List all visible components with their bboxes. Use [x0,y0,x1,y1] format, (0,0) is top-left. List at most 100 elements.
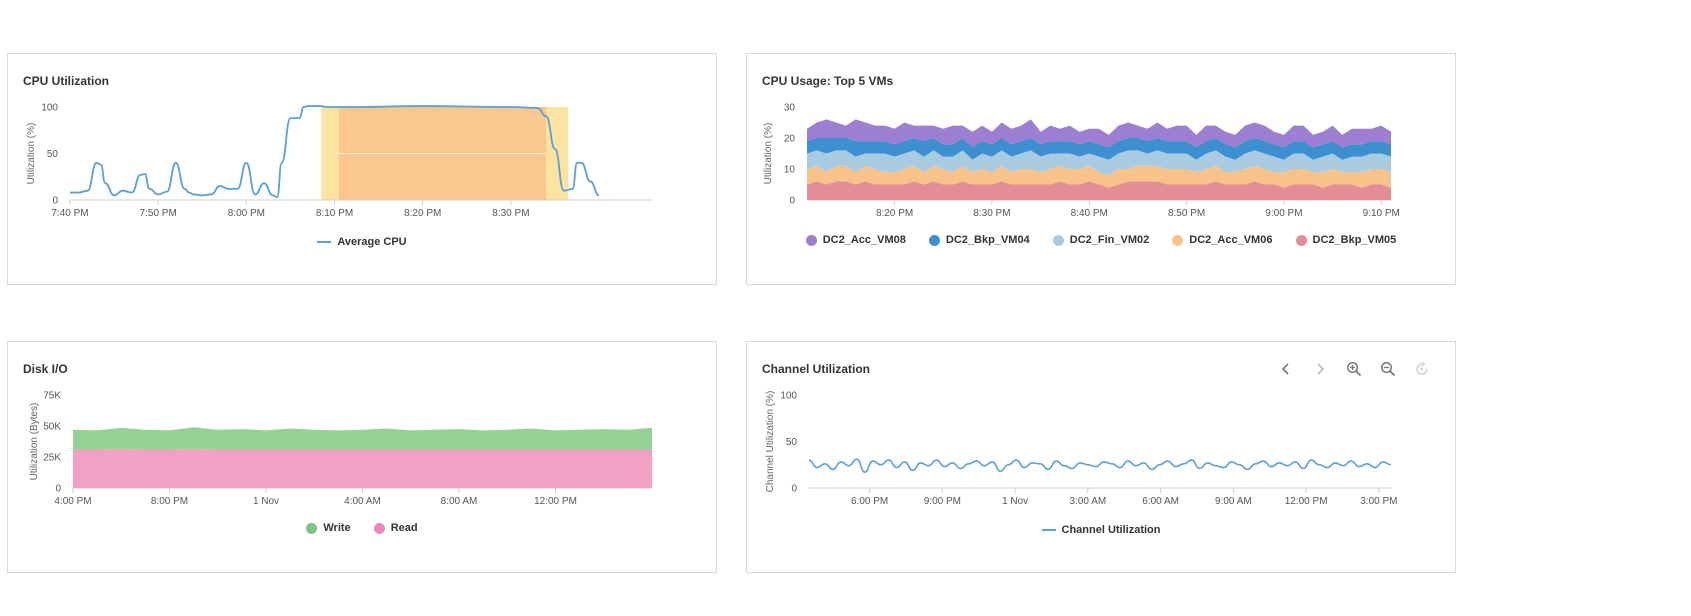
series-dc2-fin-vm02-area [807,150,1391,176]
x-tick-label: 4:00 PM [54,496,91,507]
x-tick-label: 4:00 AM [344,496,381,507]
legend-dc2-bkp-vm04-label: DC2_Bkp_VM04 [945,234,1030,246]
y-tick-label: 75K [43,391,61,402]
y-tick-label: 50 [47,149,59,160]
channel-utilization-card: Channel Utilization 0 50 100 6:00 PM 9:00 PM… [746,341,1456,573]
top5-vms-card: CPU Usage: Top 5 VMs 0 10 20 30 8:20 PM 8:30 … [746,53,1456,285]
x-tick-label: 12:00 PM [534,496,577,507]
legend-average-cpu[interactable]: Average CPU [317,236,407,248]
x-tick-label: 9:00 PM [924,496,961,507]
legend-dot-icon [373,522,385,534]
legend-dc2-bkp-vm05[interactable]: DC2_Bkp_VM05 [1295,234,1397,246]
legend-average-cpu-label: Average CPU [337,236,407,248]
legend-write-label: Write [323,522,351,534]
x-tick-label: 8:30 PM [492,208,529,219]
legend-dc2-acc-vm08-label: DC2_Acc_VM08 [822,234,906,246]
y-tick-label: 100 [41,103,58,114]
series-dc2-bkp-vm04-area [807,138,1391,160]
series-average-cpu-line [69,105,600,199]
legend-dot-icon [1295,234,1307,246]
top5-legend: DC2_Acc_VM08 DC2_Bkp_VM04 DC2_Fin_VM02 D… [747,234,1455,249]
x-tick-label: 8:00 PM [151,496,188,507]
y-tick-label: 0 [791,484,797,495]
x-tick-label: 1 Nov [253,496,279,507]
y-tick-label: 0 [55,484,61,495]
y-tick-label: 20 [784,134,796,145]
y-tick-label: 0 [52,196,58,207]
disk-io-title: Disk I/O [23,362,68,376]
legend-dot-icon [1172,234,1184,246]
x-tick-label: 3:00 PM [1360,496,1397,507]
cpu-legend: Average CPU [8,234,716,248]
x-tick-label: 6:00 PM [851,496,888,507]
cpu-utilization-title: CPU Utilization [23,74,109,88]
series-channel-utilization-line [808,458,1392,473]
chart-toolbar [1275,358,1433,380]
x-tick-label: 9:00 PM [1265,208,1302,219]
legend-channel-utilization-label: Channel Utilization [1061,524,1161,536]
top5-vms-title: CPU Usage: Top 5 VMs [762,74,894,88]
disk-legend: Write Read [8,522,716,537]
y-tick-label: 50K [43,422,61,433]
legend-dot-icon [1052,234,1064,246]
legend-read[interactable]: Read [373,522,418,534]
zoom-in-icon[interactable] [1343,358,1365,380]
channel-legend: Channel Utilization [747,522,1455,536]
series-dc2-bkp-vm05-area [807,181,1391,200]
y-tick-label: 10 [784,165,796,176]
y-axis-label: Utilization (%) [26,123,37,185]
y-tick-label: 50 [786,437,798,448]
series-dc2-acc-vm06-area [807,165,1391,188]
legend-line-icon [1041,529,1056,531]
legend-dc2-fin-vm02[interactable]: DC2_Fin_VM02 [1052,234,1150,246]
disk-io-chart[interactable]: 0 25K 50K 75K 4:00 PM 8:00 PM 1 Nov 4:00 AM 8:00… [8,342,716,532]
x-tick-label: 7:50 PM [140,208,177,219]
y-tick-label: 30 [784,103,796,114]
x-tick-label: 8:00 AM [441,496,478,507]
top5-vms-chart[interactable]: 0 10 20 30 8:20 PM 8:30 PM 8:40 PM 8:50 PM 9:00 … [747,54,1455,244]
x-tick-label: 7:40 PM [51,208,88,219]
x-tick-label: 9:00 AM [1215,496,1252,507]
channel-utilization-chart[interactable]: 0 50 100 6:00 PM 9:00 PM 1 Nov 3:00 AM 6:00 AM 9… [747,342,1455,532]
legend-dot-icon [928,234,940,246]
y-axis-label: Utilization (%) [763,123,774,185]
x-tick-label: 8:40 PM [1071,208,1108,219]
y-tick-label: 100 [780,391,797,402]
y-tick-label: 0 [789,196,795,207]
y-axis-label: Utilization (Bytes) [29,403,40,481]
channel-utilization-title: Channel Utilization [762,362,870,376]
x-tick-label: 8:50 PM [1168,208,1205,219]
zoom-out-icon[interactable] [1377,358,1399,380]
x-tick-label: 8:20 PM [404,208,441,219]
cpu-utilization-chart[interactable]: 0 50 100 7:40 PM 7:50 PM 8:00 PM 8:10 PM 8:20 P… [8,54,716,244]
cpu-utilization-card: CPU Utilization 0 50 100 7:40 PM 7:50 PM 8:00… [7,53,717,285]
y-tick-label: 25K [43,453,61,464]
x-tick-label: 8:00 PM [228,208,265,219]
legend-dc2-fin-vm02-label: DC2_Fin_VM02 [1069,234,1150,246]
x-tick-label: 8:30 PM [973,208,1010,219]
disk-io-card: Disk I/O 0 25K 50K 75K 4:00 PM 8:00 PM 1 Nov 4:… [7,341,717,573]
x-tick-label: 1 Nov [1002,496,1028,507]
legend-channel-utilization[interactable]: Channel Utilization [1041,524,1161,536]
x-tick-label: 8:10 PM [316,208,353,219]
x-tick-label: 12:00 PM [1285,496,1328,507]
series-write-area [73,427,652,450]
legend-write[interactable]: Write [306,522,351,534]
legend-line-icon [317,241,332,243]
legend-dot-icon [805,234,817,246]
y-axis-label: Channel Utilization (%) [765,391,776,493]
chevron-right-icon[interactable] [1309,358,1331,380]
reset-zoom-icon[interactable] [1411,358,1433,380]
chevron-left-icon[interactable] [1275,358,1297,380]
legend-dot-icon [306,522,318,534]
legend-dc2-bkp-vm04[interactable]: DC2_Bkp_VM04 [928,234,1030,246]
x-tick-label: 3:00 AM [1070,496,1107,507]
series-read-area [73,448,652,488]
legend-dc2-acc-vm06[interactable]: DC2_Acc_VM06 [1172,234,1272,246]
x-tick-label: 9:10 PM [1363,208,1400,219]
legend-read-label: Read [390,522,418,534]
legend-dc2-bkp-vm05-label: DC2_Bkp_VM05 [1312,234,1397,246]
legend-dc2-acc-vm08[interactable]: DC2_Acc_VM08 [805,234,906,246]
x-tick-label: 6:00 AM [1142,496,1179,507]
x-tick-label: 8:20 PM [876,208,913,219]
